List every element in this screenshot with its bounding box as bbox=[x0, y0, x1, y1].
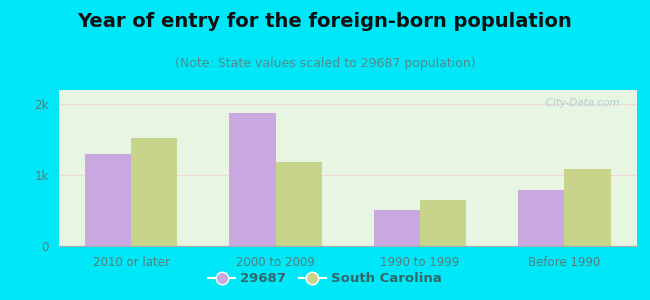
Bar bbox=[420, 200, 466, 246]
Bar bbox=[229, 113, 276, 246]
Bar bbox=[131, 137, 177, 246]
Text: (Note: State values scaled to 29687 population): (Note: State values scaled to 29687 popu… bbox=[175, 57, 475, 70]
Bar bbox=[276, 162, 322, 246]
Legend: 29687, South Carolina: 29687, South Carolina bbox=[203, 267, 447, 290]
Bar bbox=[84, 154, 131, 246]
Bar bbox=[374, 210, 420, 246]
Bar bbox=[564, 169, 611, 246]
Bar bbox=[518, 190, 564, 246]
Text: Year of entry for the foreign-born population: Year of entry for the foreign-born popul… bbox=[77, 12, 573, 31]
Text: City-Data.com: City-Data.com bbox=[539, 98, 619, 108]
